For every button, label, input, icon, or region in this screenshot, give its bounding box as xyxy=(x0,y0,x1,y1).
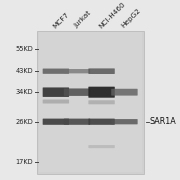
FancyBboxPatch shape xyxy=(43,87,69,97)
FancyBboxPatch shape xyxy=(88,100,115,104)
Text: SAR1A: SAR1A xyxy=(150,117,177,126)
FancyBboxPatch shape xyxy=(43,100,69,103)
FancyBboxPatch shape xyxy=(88,145,115,148)
FancyBboxPatch shape xyxy=(88,68,115,74)
FancyBboxPatch shape xyxy=(64,69,90,73)
FancyBboxPatch shape xyxy=(64,88,90,96)
Bar xyxy=(39,32,142,172)
Text: HepG2: HepG2 xyxy=(120,7,142,29)
FancyBboxPatch shape xyxy=(111,89,138,96)
Text: Jurkat: Jurkat xyxy=(73,10,92,29)
Text: 17KD: 17KD xyxy=(15,159,33,165)
Text: NCI-H460: NCI-H460 xyxy=(97,1,126,29)
Text: MCF7: MCF7 xyxy=(52,11,70,29)
FancyBboxPatch shape xyxy=(88,119,115,125)
FancyBboxPatch shape xyxy=(88,87,115,98)
FancyBboxPatch shape xyxy=(43,119,69,125)
FancyBboxPatch shape xyxy=(111,119,138,124)
Text: 55KD: 55KD xyxy=(15,46,33,52)
Bar xyxy=(37,31,144,174)
Text: 43KD: 43KD xyxy=(15,68,33,74)
Text: 34KD: 34KD xyxy=(15,89,33,95)
FancyBboxPatch shape xyxy=(43,69,69,74)
Text: 26KD: 26KD xyxy=(15,119,33,125)
FancyBboxPatch shape xyxy=(64,119,90,125)
